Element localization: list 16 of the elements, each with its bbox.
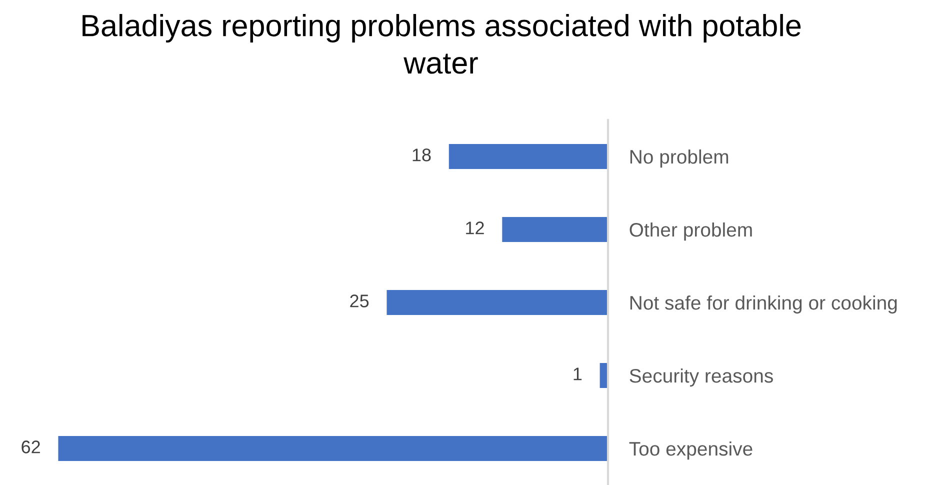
data-label: 18 (412, 148, 431, 162)
y-tick-label: No problem (630, 149, 728, 168)
chart-title: Baladiyas reporting problems associated with potable water (82, 14, 801, 74)
data-label: 12 (466, 222, 484, 234)
y-tick-label: Other problem (630, 222, 752, 241)
bar (56, 434, 608, 462)
data-label: 25 (350, 294, 369, 308)
data-label: 1 (574, 368, 582, 380)
y-tick-label: Too expensive (629, 441, 752, 460)
bar (385, 288, 608, 316)
y-tick-label: Security reasons (630, 368, 773, 387)
bar (500, 216, 608, 244)
bar (598, 362, 608, 390)
data-label: 62 (22, 440, 40, 454)
y-tick-label: Not safe for drinking or cooking (630, 295, 897, 314)
bar (447, 142, 608, 170)
